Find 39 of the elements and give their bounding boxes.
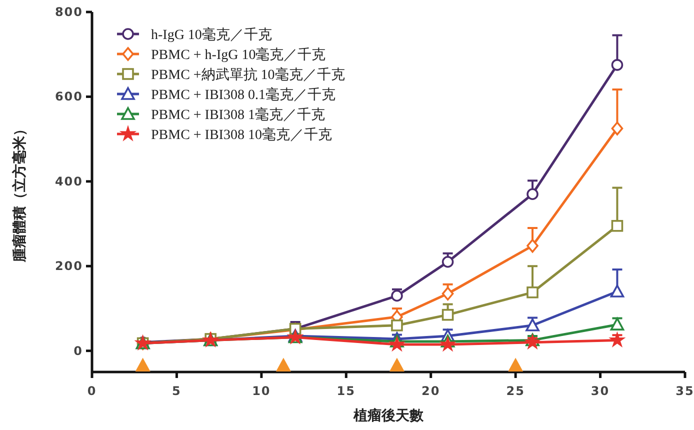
x-tick-label: 20 (422, 384, 440, 398)
point (611, 220, 624, 232)
x-tick-label: 25 (506, 384, 525, 398)
point (526, 318, 540, 332)
point (136, 358, 150, 372)
point (390, 358, 404, 372)
point (508, 358, 522, 372)
point (526, 286, 538, 298)
x-tick-label: 35 (676, 384, 694, 398)
point (442, 308, 454, 321)
legend-label: h-IgG 10毫克／千克 (151, 27, 272, 43)
x-tick-label: 0 (87, 384, 97, 398)
x-tick-label: 30 (590, 384, 610, 398)
legend-label: PBMC +納武單抗 10毫克／千克 (151, 67, 345, 83)
x-tick-label: 15 (336, 384, 356, 398)
legend-label: PBMC + h-IgG 10毫克／千克 (151, 47, 326, 63)
point (276, 358, 290, 372)
y-tick-label: 800 (54, 5, 83, 19)
y-tick-label: 400 (54, 174, 83, 188)
y-axis-title: 腫瘤體積（立方毫米） (11, 122, 28, 263)
x-tick-label: 10 (252, 384, 271, 398)
point (611, 122, 624, 136)
point (610, 284, 624, 298)
y-tick-label: 0 (74, 344, 83, 358)
point (442, 256, 454, 268)
point (390, 338, 404, 350)
legend-label: PBMC + IBI308 0.1毫克／千克 (151, 87, 336, 103)
point (526, 238, 538, 253)
x-axis-title: 植瘤後天數 (352, 407, 424, 424)
legend-label: PBMC + IBI308 10毫克／千克 (151, 127, 332, 143)
point (526, 188, 538, 200)
legend-label: PBMC + IBI308 1毫克／千克 (151, 107, 325, 123)
point (442, 286, 454, 301)
point (611, 59, 624, 71)
point (391, 290, 403, 302)
x-tick-label: 5 (172, 384, 182, 398)
y-tick-label: 600 (54, 90, 83, 104)
point (391, 320, 403, 332)
y-tick-label: 200 (54, 259, 83, 274)
